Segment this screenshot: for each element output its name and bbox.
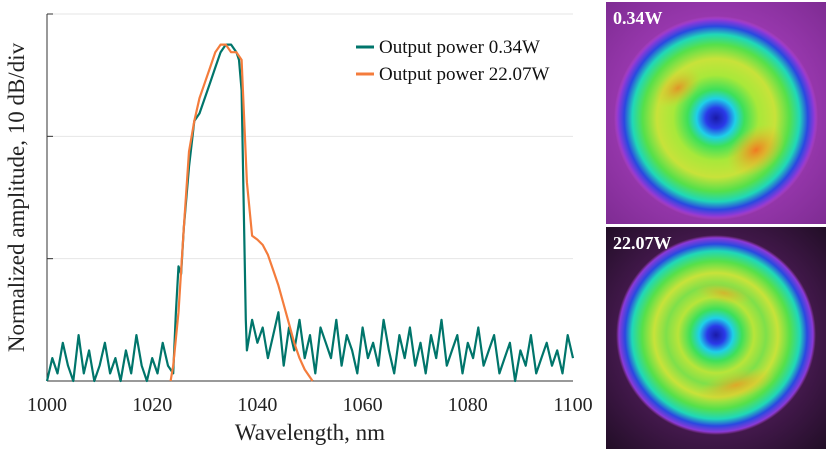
beam-image-high-power bbox=[606, 227, 826, 449]
y-axis-label: Normalized amplitude, 10 dB/div bbox=[4, 42, 29, 352]
legend-label-22.07w: Output power 22.07W bbox=[379, 64, 550, 85]
panel-label-low-power: 0.34W bbox=[613, 8, 663, 28]
legend: Output power 0.34W Output power 22.07W bbox=[356, 37, 550, 85]
x-tick-label-1040: 1040 bbox=[237, 394, 277, 416]
x-tick-label-1100: 1100 bbox=[553, 394, 592, 416]
axes-layer bbox=[46, 13, 573, 382]
legend-label-0.34w: Output power 0.34W bbox=[379, 37, 540, 58]
series-layer bbox=[45, 43, 575, 383]
x-tick-label-1080: 1080 bbox=[448, 394, 488, 416]
beam-image-low-power bbox=[606, 2, 826, 224]
x-tick-label-1020: 1020 bbox=[132, 394, 172, 416]
x-tick-label-1060: 1060 bbox=[343, 394, 383, 416]
panel-label-high-power: 22.07W bbox=[613, 233, 672, 253]
grid-layer bbox=[47, 13, 573, 260]
beam-profile-low-power: 0.34W bbox=[606, 2, 826, 224]
spectrum-chart: 1000 1020 1040 1060 1080 1100 Wavelength, nm … bbox=[4, 13, 593, 445]
series-line-0.34w bbox=[45, 43, 575, 383]
x-tick-label-1000: 1000 bbox=[27, 394, 67, 416]
beam-profile-high-power: 22.07W bbox=[606, 227, 826, 449]
x-axis-label: Wavelength, nm bbox=[235, 420, 385, 445]
x-tick-labels: 1000 1020 1040 1060 1080 1100 bbox=[27, 394, 593, 416]
series-line-22.07w bbox=[169, 43, 314, 382]
